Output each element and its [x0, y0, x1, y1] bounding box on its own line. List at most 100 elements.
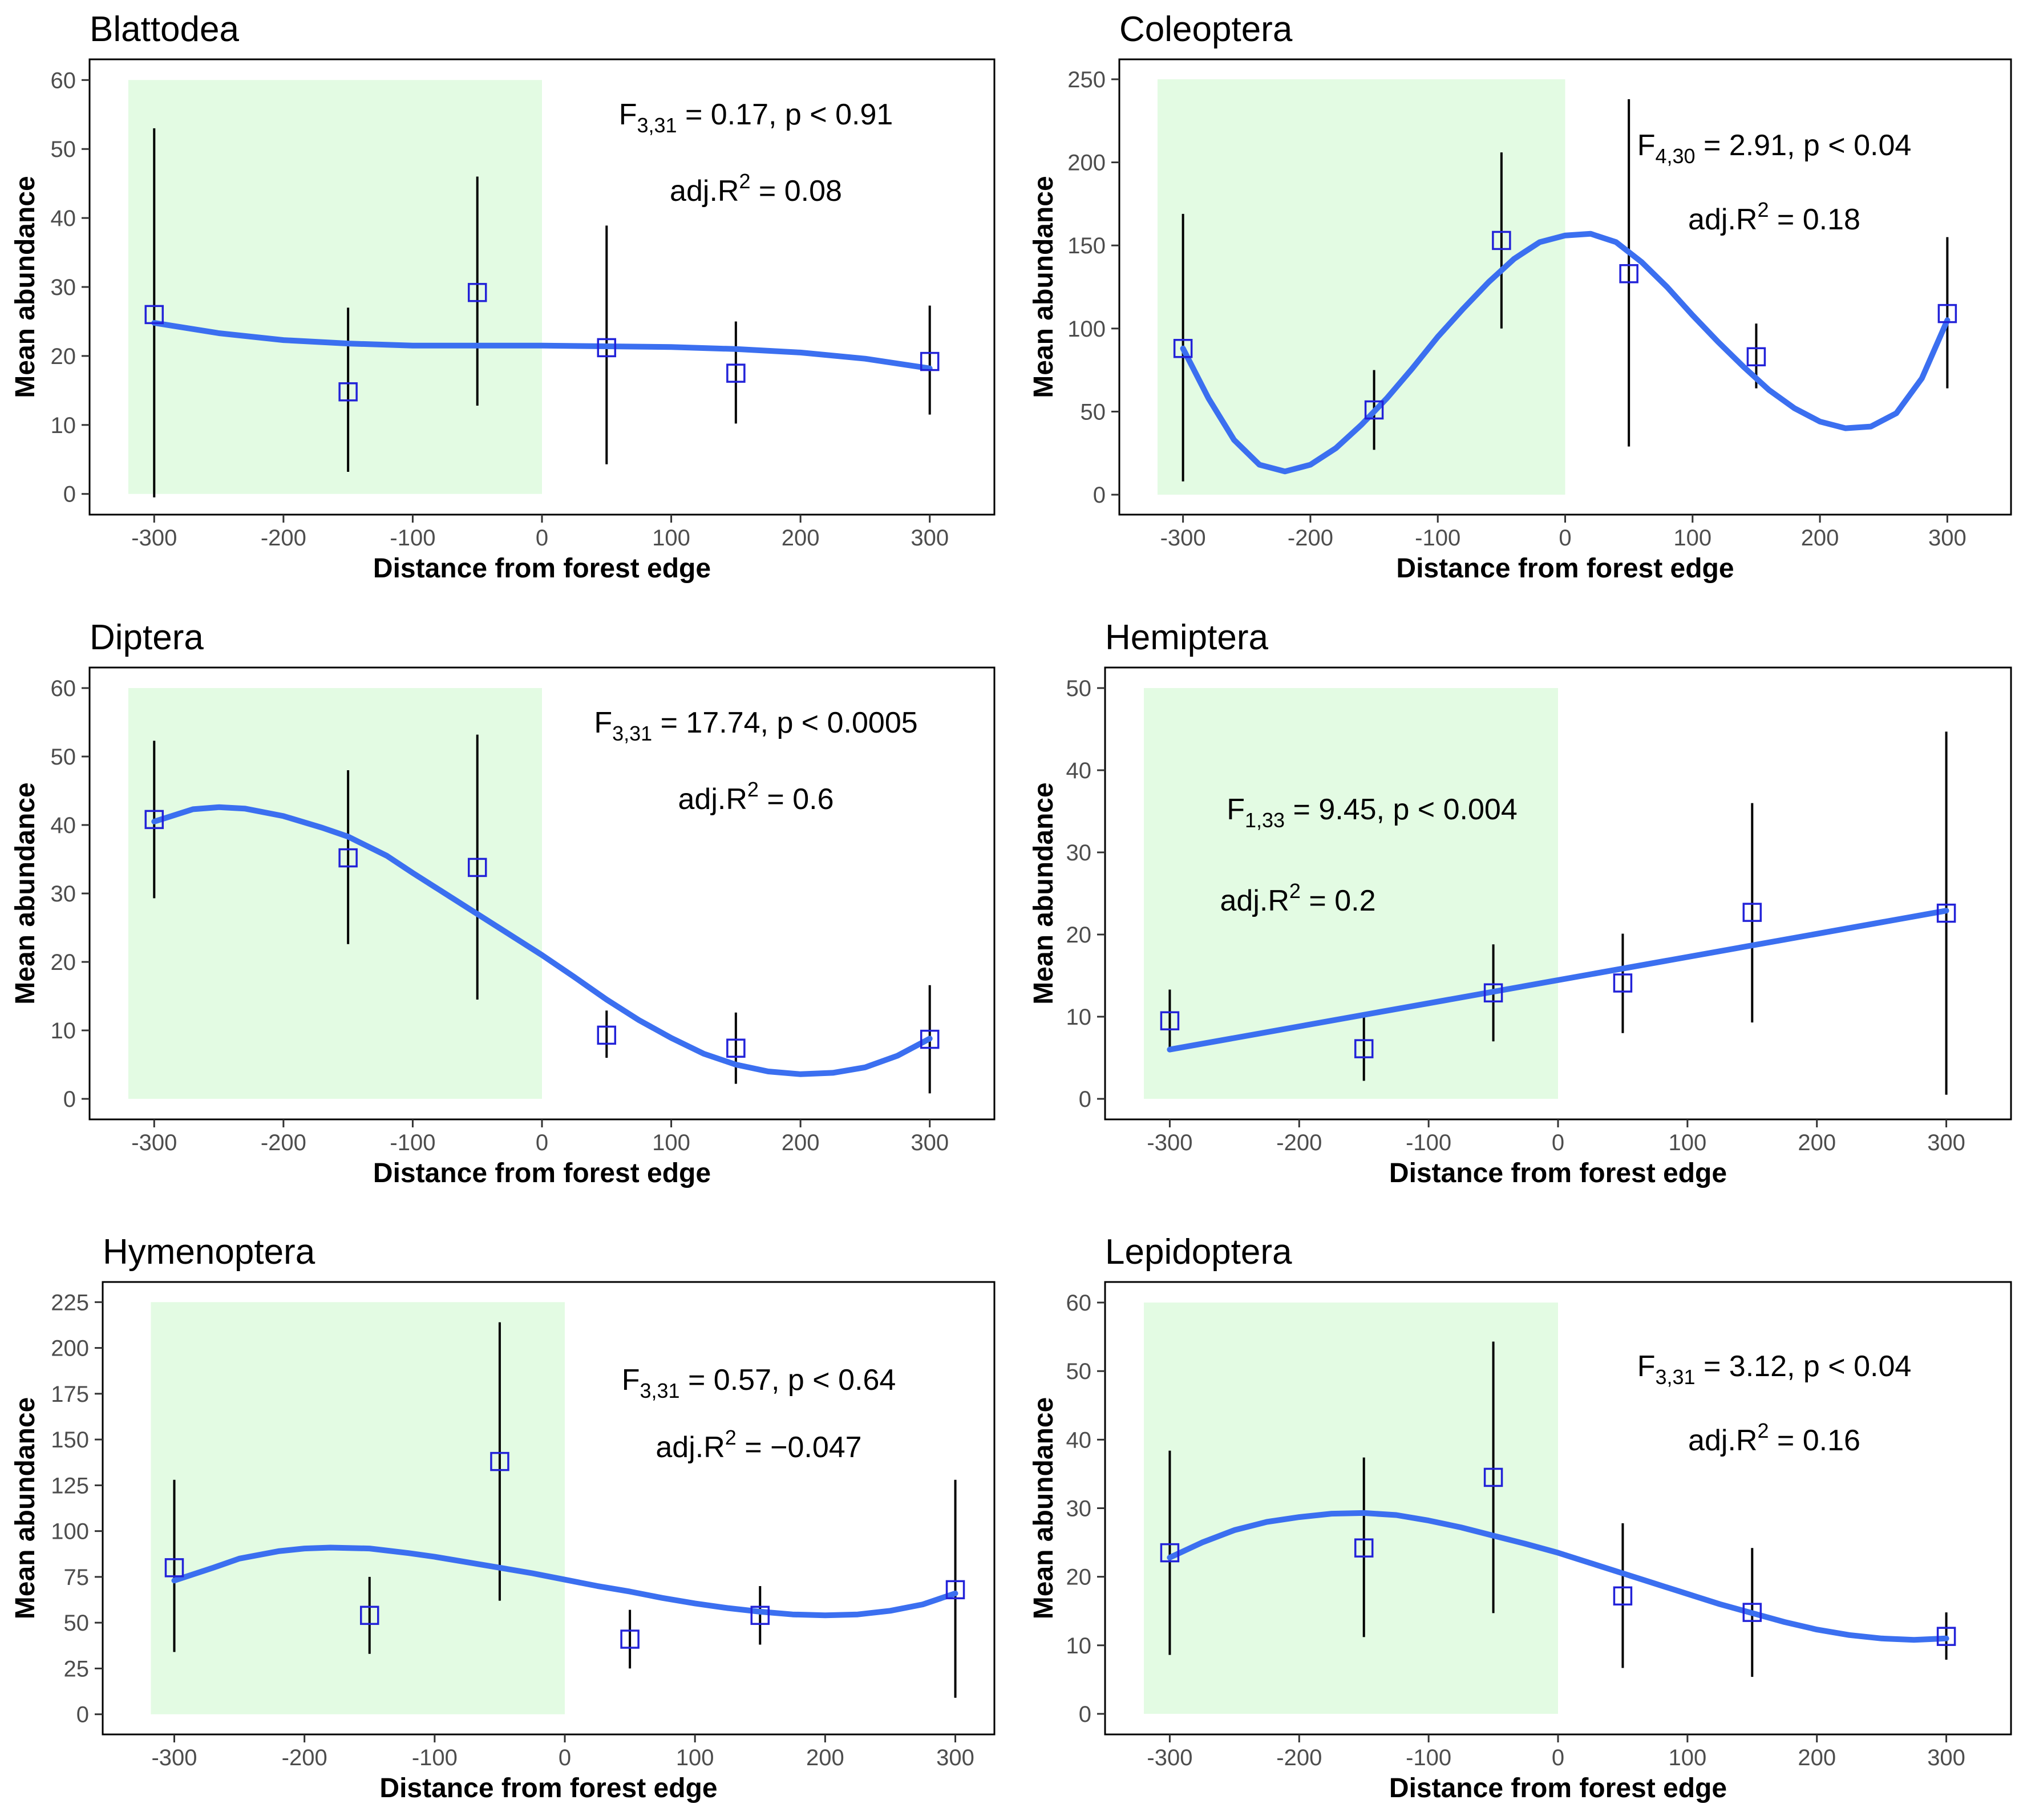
x-tick-label: -200	[1288, 525, 1333, 551]
x-tick-label: 300	[936, 1745, 974, 1770]
x-tick-label: 0	[1559, 525, 1571, 551]
forest-region	[1144, 1303, 1558, 1714]
data-point	[1742, 1603, 1762, 1622]
y-axis-title: Mean abundance	[1029, 782, 1059, 1004]
data-point	[750, 1605, 770, 1625]
data-point	[920, 351, 940, 371]
x-tick-label: -200	[261, 1130, 306, 1155]
x-tick-label: 0	[536, 525, 548, 551]
panel-title: Diptera	[90, 618, 204, 657]
adj-r-squared: adj.R2 = 0.08	[670, 169, 842, 208]
y-tick-label: 125	[51, 1473, 89, 1498]
y-axis-title: Mean abundance	[10, 176, 41, 398]
data-point	[467, 282, 487, 302]
x-tick-label: 100	[1668, 1130, 1706, 1155]
x-tick-label: 200	[1798, 1130, 1836, 1155]
y-axis-title: Mean abundance	[1029, 1397, 1059, 1619]
x-tick-label: -300	[1160, 525, 1206, 551]
fit-curve	[151, 804, 933, 1077]
f-statistic: F3,31 = 0.57, p < 0.64	[622, 1364, 896, 1402]
data-point	[1613, 973, 1633, 993]
data-point	[360, 1605, 379, 1625]
x-tick-label: 200	[806, 1745, 844, 1770]
y-tick-label: 30	[51, 881, 76, 907]
x-tick-label: 0	[559, 1745, 571, 1770]
panel-coleoptera: Coleoptera -300 -200 -100 0 100 200 300 0 50 100 15…	[1029, 10, 2012, 584]
x-tick-label: -200	[282, 1745, 327, 1770]
data-point	[945, 1580, 965, 1600]
x-tick-label: 0	[1552, 1745, 1564, 1770]
y-tick-label: 25	[64, 1656, 90, 1681]
data-point	[1483, 1467, 1503, 1487]
data-point	[1742, 903, 1762, 922]
x-tick-label: 300	[1927, 1745, 1965, 1770]
x-tick-label: -100	[390, 525, 435, 551]
y-tick-label: 10	[51, 413, 76, 438]
y-axis-title: Mean abundance	[10, 782, 41, 1004]
f-statistic: F3,31 = 0.17, p < 0.91	[619, 98, 893, 137]
y-tick-label: 0	[1079, 1702, 1091, 1727]
data-point	[338, 848, 358, 868]
y-tick-label: 250	[1067, 67, 1106, 92]
y-tick-label: 20	[1066, 1565, 1092, 1590]
y-tick-label: 75	[64, 1565, 90, 1590]
y-tick-label: 0	[1093, 483, 1106, 508]
x-tick-label: 200	[1801, 525, 1839, 551]
y-tick-label: 50	[1066, 1359, 1092, 1384]
y-tick-label: 60	[1066, 1291, 1092, 1316]
x-tick-label: 100	[652, 1130, 690, 1155]
data-point	[144, 810, 164, 830]
y-tick-label: 20	[1066, 923, 1092, 948]
y-tick-label: 225	[51, 1290, 89, 1315]
y-tick-label: 100	[51, 1519, 89, 1544]
x-tick-label: -100	[1406, 1745, 1451, 1770]
y-tick-label: 50	[51, 745, 76, 770]
panel-title: Hemiptera	[1105, 618, 1269, 657]
x-tick-label: 300	[911, 525, 949, 551]
data-point	[1354, 1538, 1374, 1558]
x-tick-label: -300	[151, 1745, 197, 1770]
y-tick-label: 40	[51, 206, 76, 231]
adj-r-squared: adj.R2 = 0.16	[1688, 1419, 1860, 1457]
y-tick-label: 50	[51, 137, 76, 162]
y-tick-label: 0	[63, 1087, 76, 1112]
f-statistic: F4,30 = 2.91, p < 0.04	[1637, 129, 1912, 168]
y-tick-label: 0	[76, 1702, 89, 1728]
fit-curve	[171, 1544, 958, 1619]
y-tick-label: 60	[51, 676, 76, 701]
panel-title: Lepidoptera	[1105, 1232, 1292, 1272]
y-axis-title: Mean abundance	[1029, 176, 1059, 398]
data-point	[1160, 1011, 1180, 1030]
forest-region	[128, 80, 542, 494]
data-point	[338, 382, 358, 402]
data-point	[597, 338, 617, 358]
x-tick-label: 200	[782, 525, 820, 551]
data-point	[920, 1029, 940, 1049]
y-tick-label: 60	[51, 68, 76, 93]
y-tick-label: 30	[1066, 1497, 1092, 1522]
x-tick-label: 200	[1798, 1745, 1836, 1770]
x-tick-label: 100	[1673, 525, 1712, 551]
x-axis-title: Distance from forest edge	[373, 553, 711, 584]
x-tick-label: 300	[1927, 1130, 1965, 1155]
panel-blattodea: Blattodea -300 -200 -100 0 100 200 300 0 10 20 30 40…	[10, 10, 996, 584]
y-tick-label: 200	[1067, 151, 1106, 176]
x-tick-label: -300	[1147, 1745, 1192, 1770]
data-point	[1936, 903, 1956, 923]
panel-hemiptera: Hemiptera -300 -200 -100 0 100 200 300 0 10 20 30 40…	[1029, 618, 2012, 1188]
adj-r-squared: adj.R2 = 0.18	[1688, 198, 1860, 236]
data-point	[1173, 339, 1193, 358]
f-statistic: F3,31 = 17.74, p < 0.0005	[594, 706, 917, 745]
fit-curve	[1180, 230, 1951, 475]
data-point	[620, 1629, 640, 1649]
data-point	[164, 1558, 184, 1578]
x-tick-label: -100	[390, 1130, 435, 1155]
y-tick-label: 30	[51, 275, 76, 300]
x-axis-title: Distance from forest edge	[373, 1158, 711, 1188]
x-tick-label: -300	[1147, 1130, 1192, 1155]
data-point	[1364, 400, 1384, 420]
panel-hymenoptera: Hymenoptera -300 -200 -100 0 100 200 300 0 25 50 75…	[10, 1232, 996, 1803]
y-tick-label: 150	[1067, 233, 1106, 258]
y-tick-label: 50	[64, 1611, 90, 1636]
